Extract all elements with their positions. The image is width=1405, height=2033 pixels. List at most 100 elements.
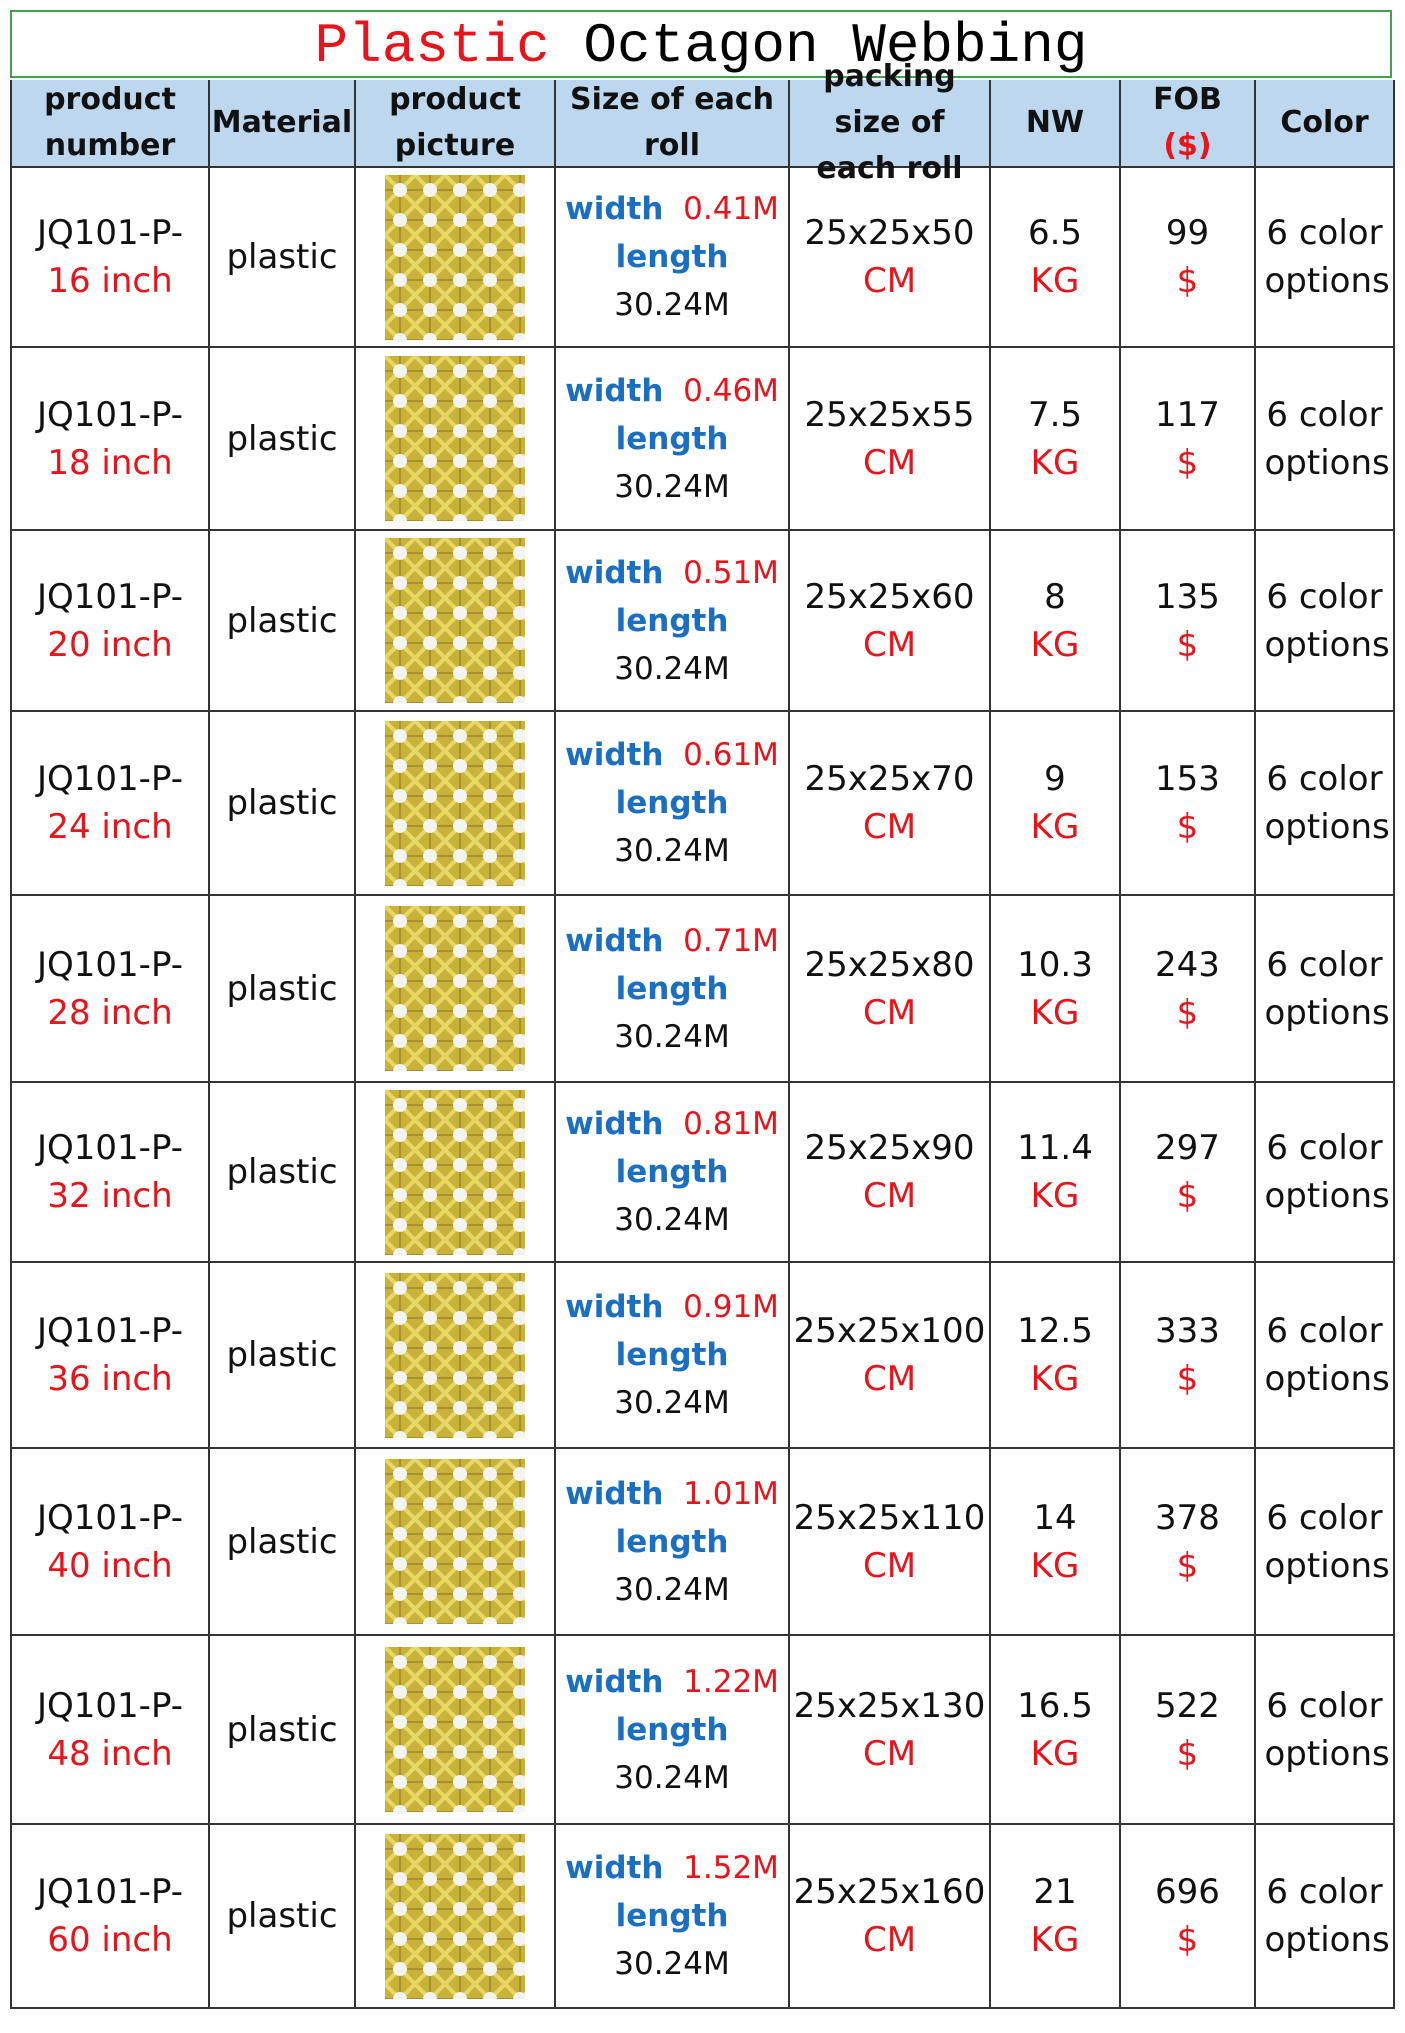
material: plastic bbox=[226, 783, 338, 823]
width-label: width bbox=[565, 1850, 664, 1886]
packing-cell: 25x25x50 CM bbox=[790, 168, 991, 348]
packing: 25x25x70 bbox=[804, 759, 975, 799]
width-label: width bbox=[565, 554, 664, 591]
nw: 6.5 bbox=[1027, 213, 1083, 253]
length-value: 30.24M bbox=[614, 1759, 730, 1796]
color-cell: 6 color options bbox=[1256, 531, 1395, 712]
nw: 16.5 bbox=[1017, 1685, 1093, 1726]
nw: 12.5 bbox=[1017, 1311, 1093, 1351]
material-cell: plastic bbox=[210, 896, 356, 1083]
packing-cell: 25x25x160 CM bbox=[790, 1825, 991, 2009]
length-label: length bbox=[615, 785, 729, 821]
color-cell: 6 color options bbox=[1256, 1263, 1395, 1449]
code: JQ101-P- bbox=[37, 1685, 183, 1726]
nw-cell: 8 KG bbox=[991, 531, 1121, 712]
packing: 25x25x110 bbox=[793, 1497, 986, 1538]
length-value: 30.24M bbox=[614, 468, 730, 505]
product-picture bbox=[385, 538, 525, 703]
packing: 25x25x60 bbox=[804, 576, 975, 617]
picture-cell bbox=[356, 712, 556, 896]
size-cell: width 1.52M length 30.24M bbox=[556, 1825, 790, 2009]
fob: 378 bbox=[1155, 1497, 1220, 1538]
product-number-cell: JQ101-P- 60 inch bbox=[10, 1825, 210, 2009]
fob: 135 bbox=[1155, 576, 1220, 617]
length-label: length bbox=[615, 1337, 729, 1373]
length-line: length 30.24M bbox=[556, 597, 788, 693]
fob-unit: $ bbox=[1176, 1920, 1199, 1960]
width-value: 0.71M bbox=[683, 922, 779, 959]
nw-unit: KG bbox=[1030, 807, 1080, 847]
fob-cell: 333 $ bbox=[1121, 1263, 1256, 1449]
size-cell: width 0.91M length 30.24M bbox=[556, 1263, 790, 1449]
fob-unit: $ bbox=[1176, 624, 1199, 665]
fob-unit: $ bbox=[1176, 1176, 1199, 1216]
code: JQ101-P- bbox=[37, 213, 183, 253]
packing: 25x25x55 bbox=[804, 394, 975, 435]
material: plastic bbox=[226, 1896, 338, 1936]
color-options: 6 color options bbox=[1264, 759, 1390, 847]
product-picture bbox=[385, 1833, 525, 1999]
webbing-image bbox=[385, 1272, 525, 1438]
nw-cell: 21 KG bbox=[991, 1825, 1121, 2009]
width-value: 0.51M bbox=[683, 554, 779, 591]
product-picture bbox=[385, 1272, 525, 1438]
product-picture bbox=[385, 1089, 525, 1255]
header-text: packing size of each roll bbox=[816, 59, 963, 186]
picture-cell bbox=[356, 1825, 556, 2009]
webbing-image bbox=[385, 1647, 525, 1812]
product-number-cell: JQ101-P- 20 inch bbox=[10, 531, 210, 712]
nw-unit: KG bbox=[1030, 1545, 1080, 1586]
width-value: 0.91M bbox=[683, 1289, 779, 1325]
width-value: 0.61M bbox=[683, 737, 779, 773]
length-label: length bbox=[615, 239, 729, 275]
color-options: 6 color options bbox=[1264, 944, 1390, 1033]
fob: 297 bbox=[1155, 1128, 1220, 1168]
packing-unit: CM bbox=[862, 1545, 917, 1586]
packing: 25x25x80 bbox=[804, 944, 975, 985]
product-picture bbox=[385, 356, 525, 521]
packing: 25x25x90 bbox=[804, 1128, 975, 1168]
nw: 8 bbox=[1044, 576, 1066, 617]
size: 16 inch bbox=[47, 261, 173, 301]
size-cell: width 1.22M length 30.24M bbox=[556, 1636, 790, 1825]
size: 48 inch bbox=[47, 1733, 173, 1774]
length-label: length bbox=[615, 1711, 729, 1748]
fob-unit: $ bbox=[1176, 1545, 1199, 1586]
width-line: width 1.01M bbox=[565, 1470, 779, 1518]
fob-cell: 117 $ bbox=[1121, 348, 1256, 531]
width-value: 0.41M bbox=[683, 191, 779, 227]
code: JQ101-P- bbox=[37, 394, 183, 435]
header-cell: product number bbox=[10, 80, 210, 168]
color-options: 6 color options bbox=[1264, 1311, 1390, 1399]
fob-unit: $ bbox=[1176, 442, 1199, 483]
header-cell: Size of each roll bbox=[556, 80, 790, 168]
fob-cell: 153 $ bbox=[1121, 712, 1256, 896]
packing: 25x25x130 bbox=[793, 1685, 986, 1726]
length-line: length 30.24M bbox=[556, 965, 788, 1061]
webbing-image bbox=[385, 1833, 525, 1999]
product-number-cell: JQ101-P- 24 inch bbox=[10, 712, 210, 896]
webbing-image bbox=[385, 538, 525, 703]
width-value: 0.81M bbox=[683, 1106, 779, 1142]
size: 24 inch bbox=[47, 807, 173, 847]
color-options: 6 color options bbox=[1264, 1497, 1390, 1586]
header-currency: ($) bbox=[1163, 128, 1212, 163]
packing-unit: CM bbox=[862, 807, 917, 847]
color-cell: 6 color options bbox=[1256, 1636, 1395, 1825]
color-cell: 6 color options bbox=[1256, 348, 1395, 531]
packing-unit: CM bbox=[862, 442, 917, 483]
fob: 522 bbox=[1155, 1685, 1220, 1726]
size: 32 inch bbox=[47, 1176, 173, 1216]
material: plastic bbox=[226, 600, 338, 641]
size-cell: width 0.61M length 30.24M bbox=[556, 712, 790, 896]
header-cell: NW bbox=[991, 80, 1121, 168]
color-options: 6 color options bbox=[1264, 213, 1390, 301]
length-line: length 30.24M bbox=[556, 415, 788, 511]
length-value: 30.24M bbox=[614, 1018, 730, 1055]
header-cell: product picture bbox=[356, 80, 556, 168]
fob-cell: 99 $ bbox=[1121, 168, 1256, 348]
picture-cell bbox=[356, 1636, 556, 1825]
fob-unit: $ bbox=[1176, 807, 1199, 847]
header-text: Color bbox=[1280, 105, 1369, 140]
size-cell: width 0.41M length 30.24M bbox=[556, 168, 790, 348]
